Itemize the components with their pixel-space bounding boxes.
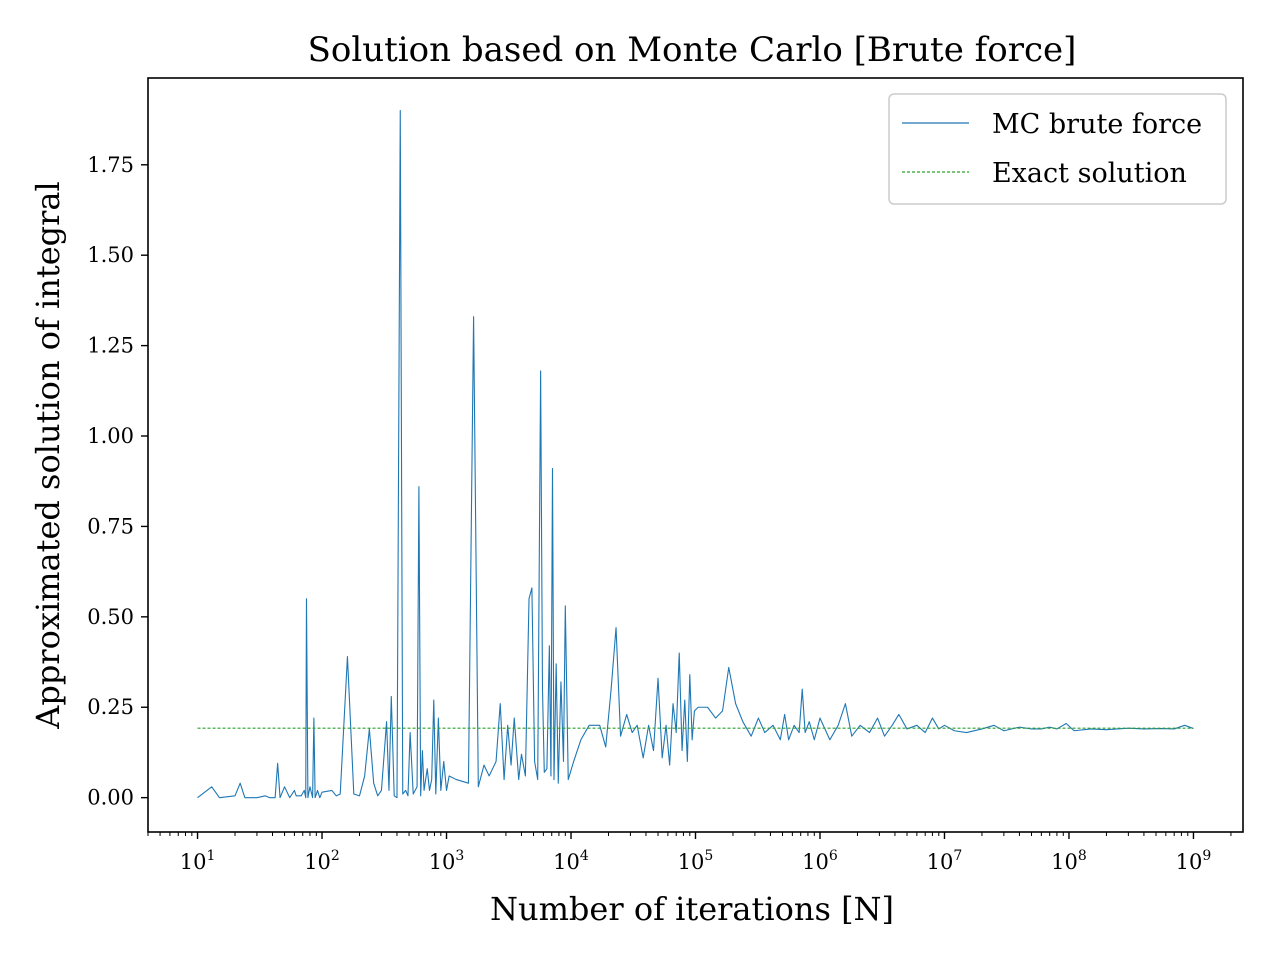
y-tick-label: 1.75	[87, 153, 134, 177]
y-axis-ticks: 0.00 0.25 0.50 0.75 1.00 1.25 1.50 1.75	[87, 153, 148, 810]
y-tick-label: 1.00	[87, 424, 134, 448]
x-tick-label: 109	[1176, 848, 1212, 874]
x-axis-ticks: 101 102 103 104 105 106 107 108 109	[147, 832, 1232, 874]
x-tick-label: 104	[553, 848, 589, 874]
plot-area	[197, 110, 1194, 799]
legend-box	[888, 93, 1227, 205]
x-tick-label: 107	[927, 848, 963, 874]
x-tick-label: 106	[802, 848, 838, 874]
x-tick-label: 103	[429, 848, 465, 874]
y-tick-label: 1.25	[87, 334, 134, 358]
y-tick-label: 1.50	[87, 243, 134, 267]
series-line-mc-brute-force	[197, 110, 1194, 799]
y-tick-label: 0.75	[87, 514, 134, 538]
y-tick-label: 0.25	[87, 695, 134, 719]
y-tick-label: 0.00	[87, 786, 134, 810]
chart-title: Solution based on Monte Carlo [Brute for…	[308, 30, 1077, 70]
x-tick-label: 101	[180, 848, 216, 874]
legend-label-mc: MC brute force	[992, 109, 1202, 140]
x-tick-label: 102	[304, 848, 340, 874]
y-tick-label: 0.50	[87, 605, 134, 629]
legend-label-exact: Exact solution	[992, 158, 1187, 189]
y-axis-label: Approximated solution of integral	[29, 181, 67, 729]
x-tick-label: 105	[678, 848, 714, 874]
x-axis-label: Number of iterations [N]	[490, 890, 894, 928]
x-tick-label: 108	[1051, 848, 1087, 874]
legend: MC brute force Exact solution	[888, 93, 1227, 205]
